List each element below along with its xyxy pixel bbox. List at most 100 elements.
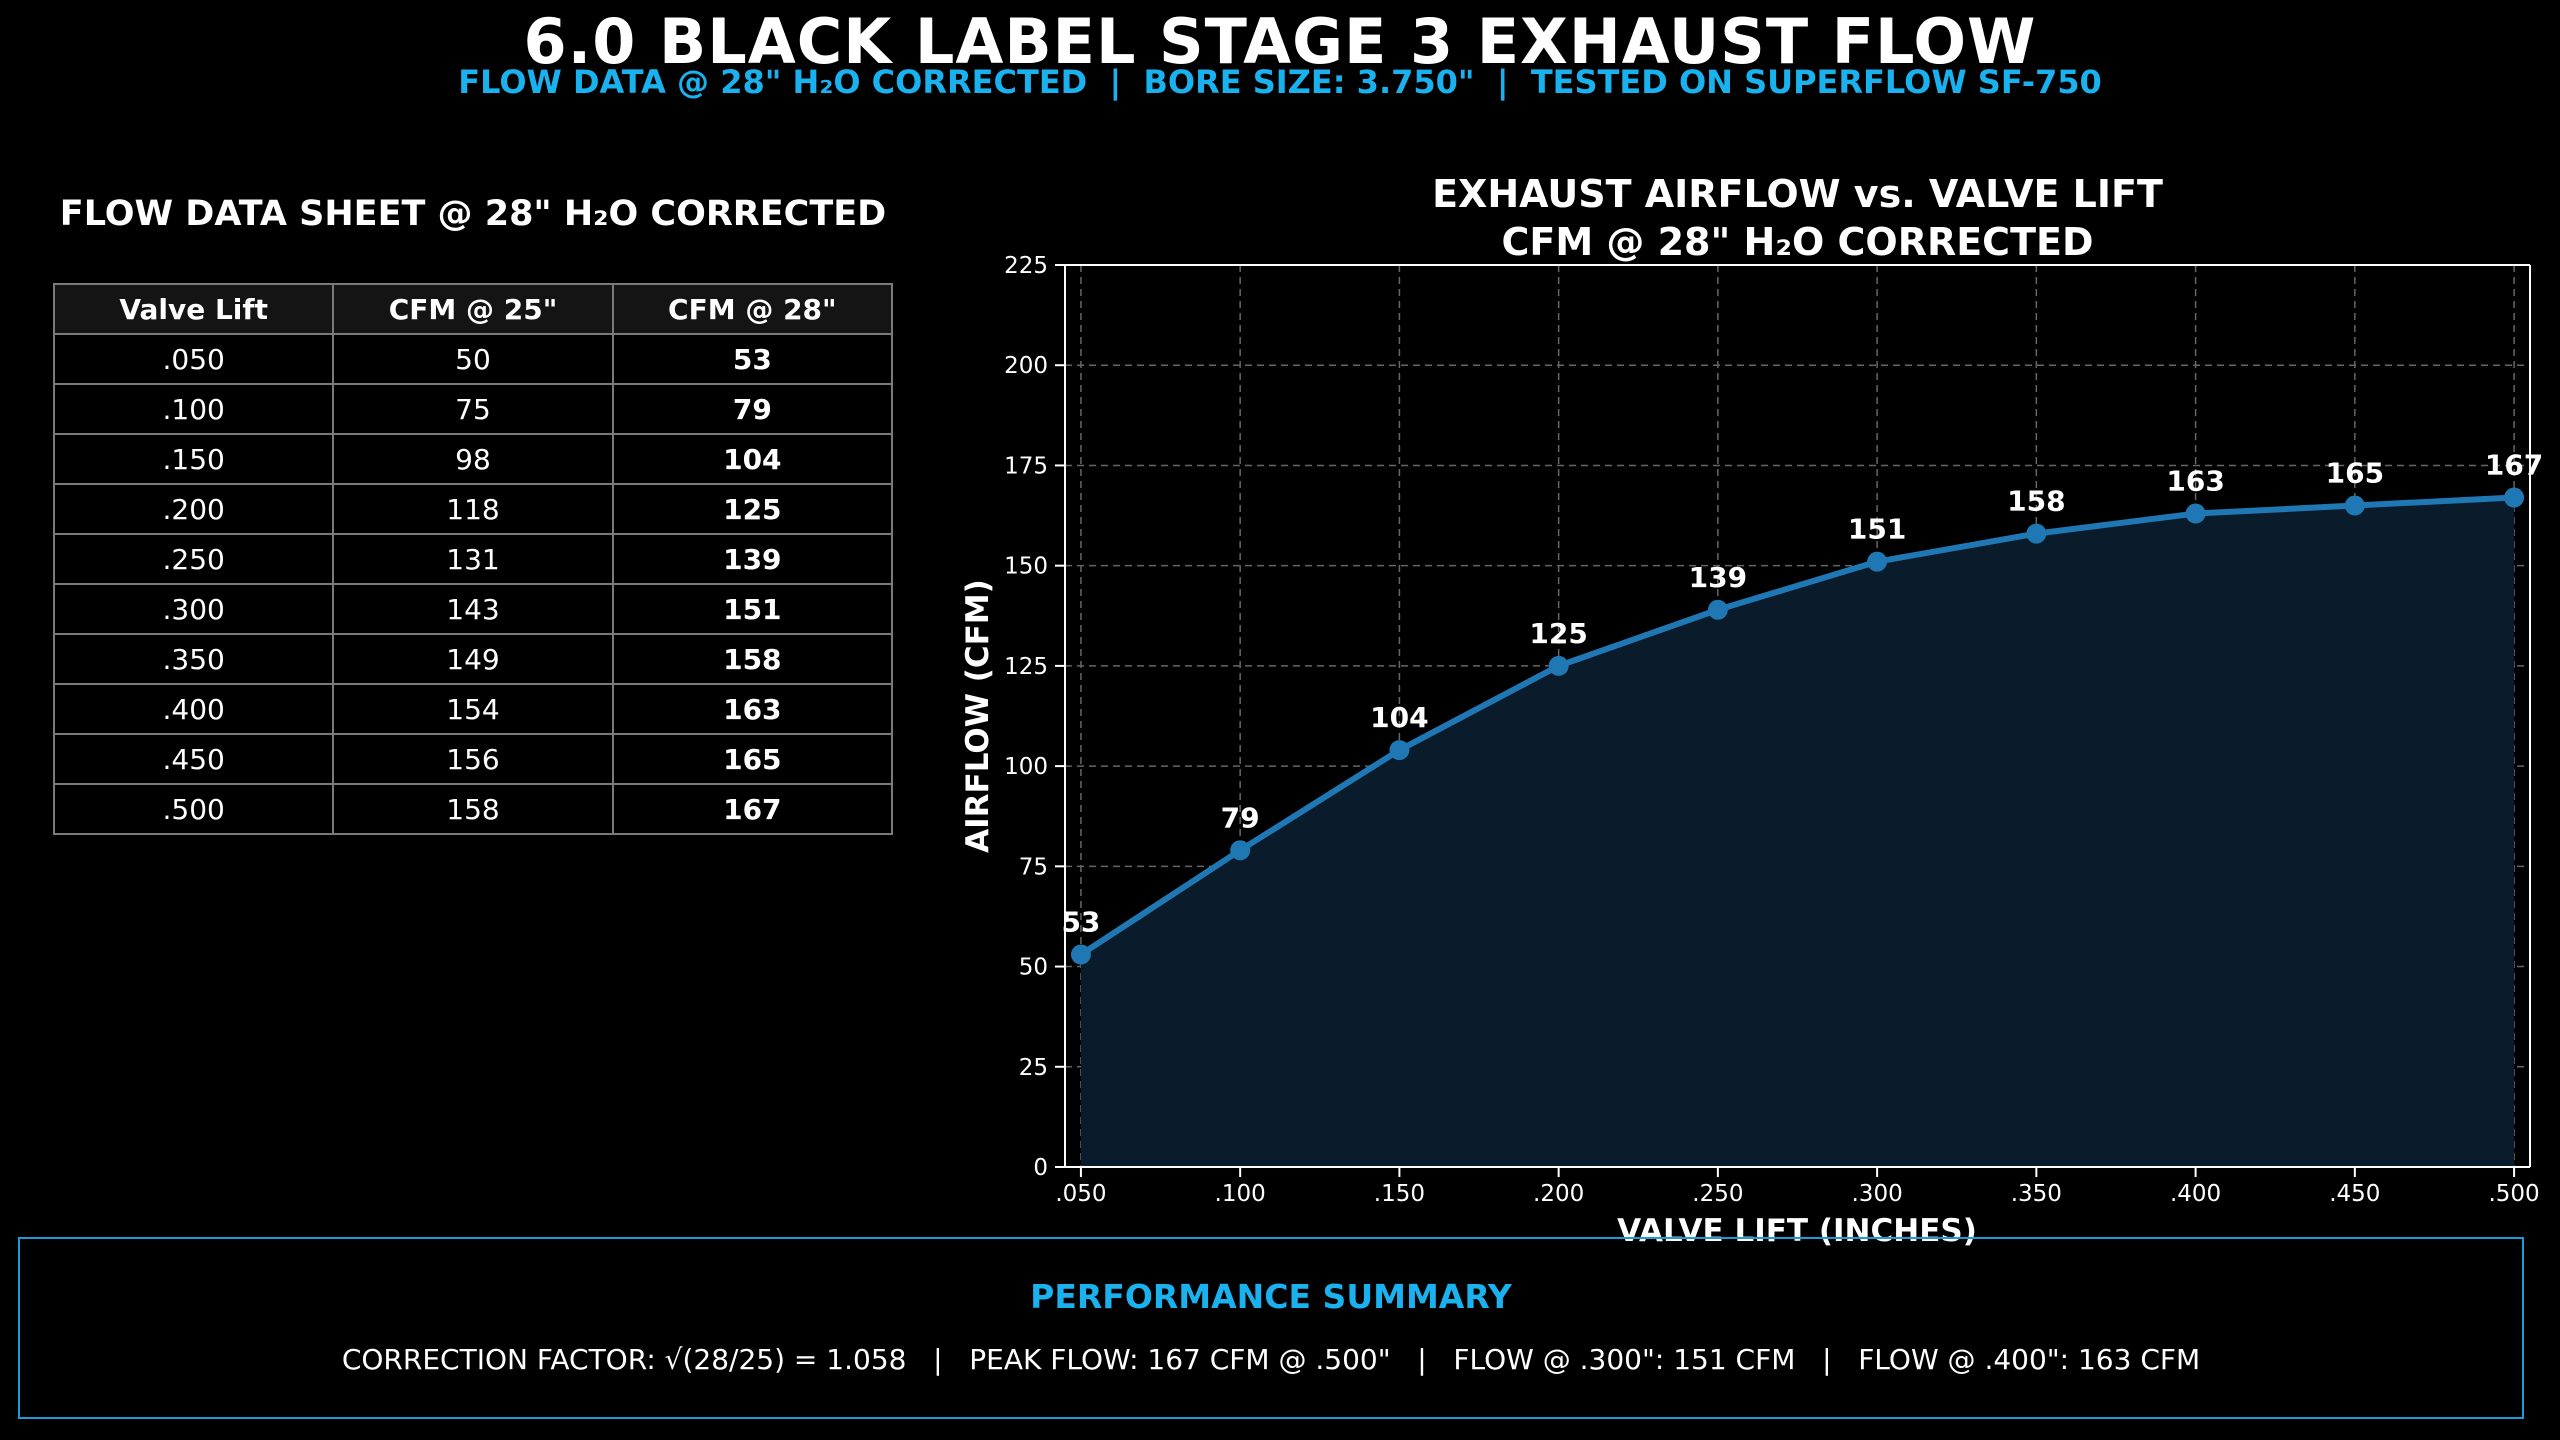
x-tick-label: .100 [1215,1181,1266,1207]
data-label: 104 [1370,701,1428,734]
cell-cfm-28: 104 [611,433,894,485]
data-label: 53 [1061,906,1100,939]
table-row: .100 75 79 [52,383,894,435]
cell-cfm-28: 165 [611,733,894,785]
table-header-row: Valve Lift CFM @ 25" CFM @ 28" [52,283,894,335]
y-tick-label: 200 [1004,353,1048,379]
page-title: 6.0 BLACK LABEL STAGE 3 EXHAUST FLOW [523,5,2037,78]
data-point [2026,523,2047,544]
cell-cfm-25: 158 [332,783,614,835]
cell-cfm-25: 131 [332,533,614,585]
data-label: 165 [2326,457,2384,490]
cell-valve-lift: .500 [52,783,335,835]
header-cfm-25: CFM @ 25" [332,283,614,335]
y-tick-label: 175 [1004,453,1048,479]
header-cfm-28: CFM @ 28" [611,283,894,335]
cell-valve-lift: .100 [52,383,335,435]
cell-cfm-25: 149 [332,633,614,685]
flow-data-table: Valve Lift CFM @ 25" CFM @ 28" .050 50 53.… [52,283,894,835]
cell-cfm-25: 98 [332,433,614,485]
y-tick-label: 75 [1019,854,1048,880]
table-row: .150 98 104 [52,433,894,485]
data-point [2185,503,2206,524]
x-tick-label: .200 [1533,1181,1584,1207]
performance-summary-box: PERFORMANCE SUMMARY CORRECTION FACTOR: √… [18,1237,2524,1419]
table-row: .300 143 151 [52,583,894,635]
x-tick-label: .050 [1055,1181,1106,1207]
summary-title: PERFORMANCE SUMMARY [1030,1277,1512,1316]
page-subtitle: FLOW DATA @ 28" H₂O CORRECTED | BORE SIZ… [458,63,2102,101]
data-point [2344,495,2365,516]
y-tick-label: 50 [1019,955,1048,981]
y-tick-label: 25 [1019,1055,1048,1081]
table-row: .400 154 163 [52,683,894,735]
cell-valve-lift: .250 [52,533,335,585]
y-tick-label: 125 [1004,654,1048,680]
y-tick-label: 225 [1004,253,1048,279]
data-point [2504,487,2525,508]
cell-cfm-25: 154 [332,683,614,735]
data-label: 79 [1221,801,1260,834]
data-point [1389,740,1410,761]
x-tick-label: .150 [1374,1181,1425,1207]
x-tick-label: .350 [2011,1181,2062,1207]
chart-title: EXHAUST AIRFLOW vs. VALVE LIFT CFM @ 28"… [1000,170,2560,266]
points-layer [1070,487,2525,965]
cell-cfm-25: 75 [332,383,614,435]
data-label: 158 [2007,485,2065,518]
table-row: .200 118 125 [52,483,894,535]
cell-valve-lift: .300 [52,583,335,635]
data-point [1707,599,1728,620]
x-tick-label: .250 [1692,1181,1743,1207]
data-label: 163 [2166,465,2224,498]
data-point [1867,551,1888,572]
x-tick-label: .500 [2488,1181,2539,1207]
data-label: 167 [2485,449,2543,482]
cell-cfm-28: 163 [611,683,894,735]
cell-valve-lift: .200 [52,483,335,535]
cell-valve-lift: .450 [52,733,335,785]
table-row: .350 149 158 [52,633,894,685]
cell-cfm-28: 167 [611,783,894,835]
table-row: .250 131 139 [52,533,894,585]
cell-valve-lift: .400 [52,683,335,735]
table-row: .050 50 53 [52,333,894,385]
cell-cfm-25: 143 [332,583,614,635]
data-label: 139 [1689,561,1747,594]
table-row: .450 156 165 [52,733,894,785]
cell-cfm-25: 50 [332,333,614,385]
y-tick-label: 0 [1033,1155,1048,1181]
table-body: .050 50 53.100 75 79.150 98 104.200 118 125.250 1… [52,333,894,835]
area-fill [1080,497,2515,1167]
data-point [1230,840,1251,861]
data-point [1070,944,1091,965]
cell-valve-lift: .150 [52,433,335,485]
cell-cfm-28: 151 [611,583,894,635]
y-tick-label: 100 [1004,754,1048,780]
y-axis-label: AIRFLOW (CFM) [960,579,996,853]
x-tick-label: .450 [2329,1181,2380,1207]
axes-layer: 0 25 50 75 100 125 150 175 200 225 .050 .100 .150 .20… [1004,253,2540,1207]
cell-valve-lift: .350 [52,633,335,685]
cell-cfm-28: 139 [611,533,894,585]
table-title: FLOW DATA SHEET @ 28" H₂O CORRECTED [59,194,887,234]
cell-valve-lift: .050 [52,333,335,385]
cell-cfm-28: 53 [611,333,894,385]
summary-text: CORRECTION FACTOR: √(28/25) = 1.058 | PE… [341,1343,2201,1376]
data-point [1548,655,1569,676]
cell-cfm-28: 125 [611,483,894,535]
chart-title-line2: CFM @ 28" H₂O CORRECTED [1501,220,2094,264]
chart-title-line1: EXHAUST AIRFLOW vs. VALVE LIFT [1432,172,2163,216]
table-row: .500 158 167 [52,783,894,835]
x-tick-label: .400 [2170,1181,2221,1207]
data-label: 125 [1529,617,1587,650]
x-tick-label: .300 [1852,1181,1903,1207]
x-axis-label: VALVE LIFT (INCHES) [1617,1213,1977,1249]
cell-cfm-25: 118 [332,483,614,535]
data-labels-layer: 53 79 104 125 139 151 158 163 165 167 [1061,449,2543,939]
data-label: 151 [1848,513,1906,546]
cell-cfm-25: 156 [332,733,614,785]
header-valve-lift: Valve Lift [52,283,335,335]
series-line [1079,494,2515,958]
